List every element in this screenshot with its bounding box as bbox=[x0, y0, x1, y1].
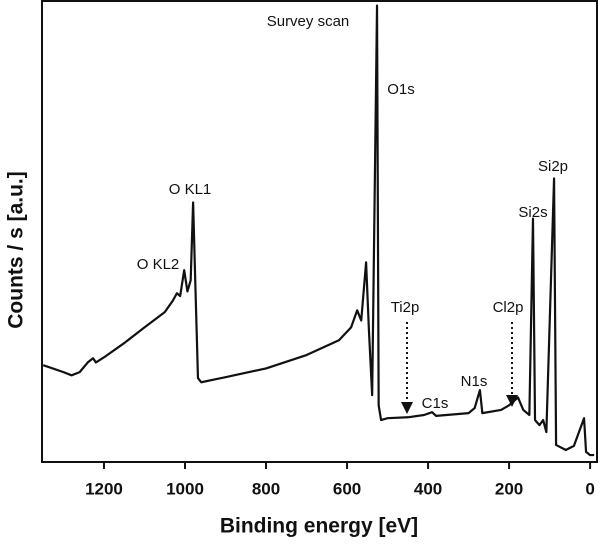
peak-label: Cl2p bbox=[493, 299, 524, 316]
peak-label: N1s bbox=[461, 373, 488, 390]
x-axis-label: Binding energy [eV] bbox=[220, 515, 418, 538]
peak-label: O KL2 bbox=[137, 256, 180, 273]
cl2p-arrowhead bbox=[506, 395, 518, 407]
x-tick-label: 600 bbox=[333, 479, 361, 498]
x-tick-label: 800 bbox=[252, 479, 280, 498]
peak-label: Ti2p bbox=[391, 299, 420, 316]
ti2p-arrowhead bbox=[401, 402, 413, 414]
chart-title: Survey scan bbox=[267, 13, 350, 30]
spectrum-line bbox=[42, 4, 595, 457]
peak-label: Si2s bbox=[518, 204, 547, 221]
peak-label: Si2p bbox=[538, 158, 568, 175]
peak-label: O1s bbox=[387, 81, 415, 98]
x-tick-label: 200 bbox=[495, 479, 523, 498]
peak-label: O KL1 bbox=[169, 181, 212, 198]
x-tick-label: 0 bbox=[585, 479, 594, 498]
y-axis-label: Counts / s [a.u.] bbox=[5, 171, 28, 329]
peak-label: C1s bbox=[422, 395, 449, 412]
x-tick-label: 1200 bbox=[85, 479, 123, 498]
x-tick-label: 400 bbox=[414, 479, 442, 498]
x-tick-label: 1000 bbox=[166, 479, 204, 498]
plot-frame bbox=[41, 0, 598, 463]
